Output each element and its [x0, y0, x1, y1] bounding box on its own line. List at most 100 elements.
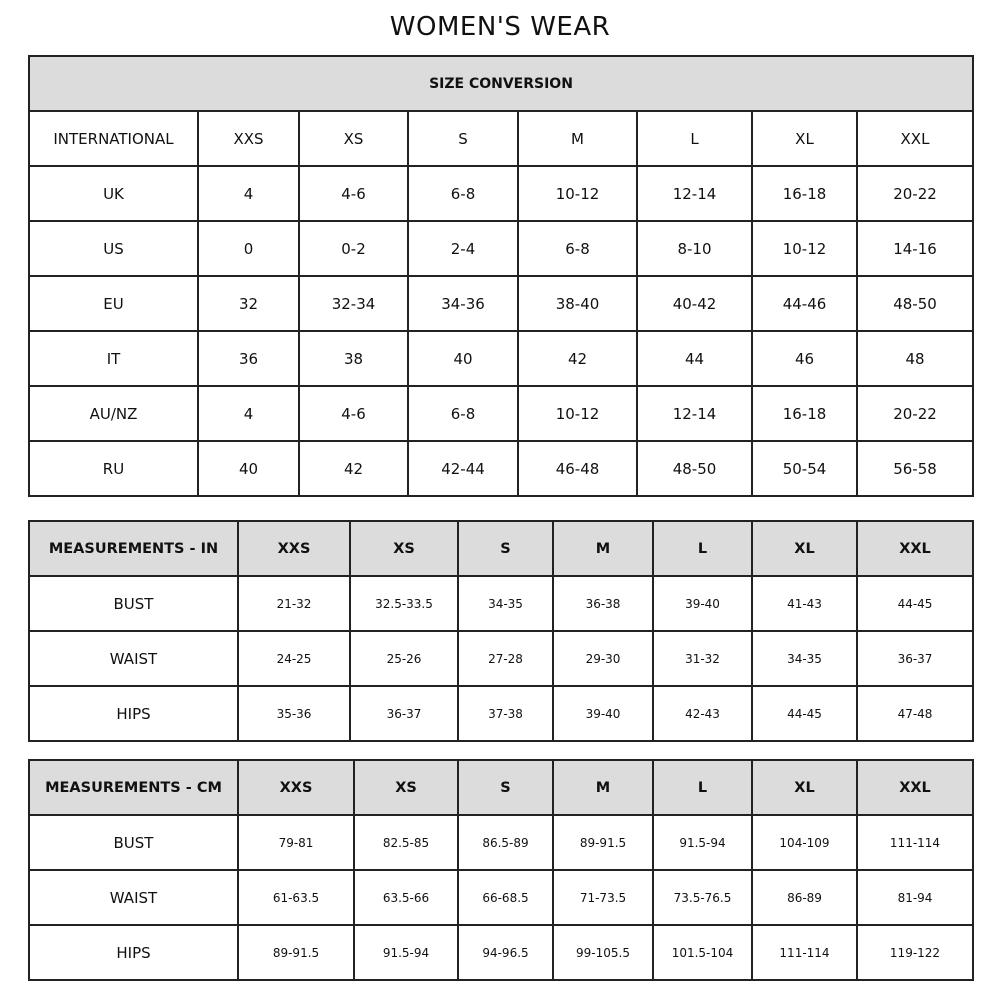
- table-cell: 111-114: [751, 924, 858, 981]
- table-cell: 44-45: [856, 575, 974, 632]
- table-row: HIPS 35-36 36-37 37-38 39-40 42-43 44-45 47-48: [28, 685, 974, 742]
- table-cell: 91.5-94: [353, 924, 459, 981]
- column-header: XS: [298, 110, 409, 167]
- row-label: BUST: [28, 575, 239, 632]
- column-header: XL: [751, 110, 858, 167]
- table-cell: 25-26: [349, 630, 459, 687]
- table-cell: 12-14: [636, 385, 753, 442]
- table-cell: 39-40: [652, 575, 753, 632]
- table-cell: 36-37: [856, 630, 974, 687]
- table-cell: 73.5-76.5: [652, 869, 753, 926]
- table-row: AU/NZ 4 4-6 6-8 10-12 12-14 16-18 20-22: [28, 385, 974, 442]
- table-cell: 44-45: [751, 685, 858, 742]
- table-row: RU 40 42 42-44 46-48 48-50 50-54 56-58: [28, 440, 974, 497]
- table-row: WAIST 24-25 25-26 27-28 29-30 31-32 34-35 36-37: [28, 630, 974, 687]
- table-cell: 6-8: [517, 220, 638, 277]
- header-row: INTERNATIONAL XXS XS S M L XL XXL: [28, 110, 974, 167]
- table-cell: 32-34: [298, 275, 409, 332]
- table-cell: 34-35: [457, 575, 554, 632]
- table-row: EU 32 32-34 34-36 38-40 40-42 44-46 48-50: [28, 275, 974, 332]
- column-header: S: [407, 110, 519, 167]
- table-cell: 40-42: [636, 275, 753, 332]
- table-cell: 89-91.5: [552, 814, 654, 871]
- column-header: XXL: [856, 520, 974, 577]
- row-label: IT: [28, 330, 199, 387]
- table-cell: 36-38: [552, 575, 654, 632]
- table-cell: 4-6: [298, 165, 409, 222]
- table-cell: 0: [197, 220, 300, 277]
- table-cell: 34-36: [407, 275, 519, 332]
- column-header: M: [517, 110, 638, 167]
- table-cell: 42: [298, 440, 409, 497]
- column-header: XXL: [856, 759, 974, 816]
- table-cell: 32: [197, 275, 300, 332]
- table-cell: 8-10: [636, 220, 753, 277]
- table-cell: 36-37: [349, 685, 459, 742]
- table-row: IT 36 38 40 42 44 46 48: [28, 330, 974, 387]
- table-cell: 4-6: [298, 385, 409, 442]
- table-cell: 101.5-104: [652, 924, 753, 981]
- table-cell: 89-91.5: [237, 924, 355, 981]
- table-cell: 47-48: [856, 685, 974, 742]
- table-cell: 111-114: [856, 814, 974, 871]
- row-label: RU: [28, 440, 199, 497]
- column-header: S: [457, 520, 554, 577]
- column-header: XL: [751, 520, 858, 577]
- row-label: HIPS: [28, 924, 239, 981]
- table-cell: 21-32: [237, 575, 351, 632]
- table-cell: 46-48: [517, 440, 638, 497]
- measurements-in-table: MEASUREMENTS - IN XXS XS S M L XL XXL BUST 21-32 3…: [28, 520, 974, 742]
- table-cell: 34-35: [751, 630, 858, 687]
- table-cell: 14-16: [856, 220, 974, 277]
- row-label: BUST: [28, 814, 239, 871]
- table-cell: 63.5-66: [353, 869, 459, 926]
- column-header: XXS: [237, 520, 351, 577]
- column-header: M: [552, 520, 654, 577]
- table-cell: 27-28: [457, 630, 554, 687]
- table-cell: 99-105.5: [552, 924, 654, 981]
- table-cell: 50-54: [751, 440, 858, 497]
- table-cell: 10-12: [751, 220, 858, 277]
- table-cell: 42-43: [652, 685, 753, 742]
- column-header: XXS: [237, 759, 355, 816]
- size-conversion-header: SIZE CONVERSION: [28, 55, 974, 112]
- table-cell: 94-96.5: [457, 924, 554, 981]
- table-cell: 46: [751, 330, 858, 387]
- column-header: L: [636, 110, 753, 167]
- column-header: XXL: [856, 110, 974, 167]
- table-cell: 6-8: [407, 165, 519, 222]
- table-cell: 48: [856, 330, 974, 387]
- table-cell: 20-22: [856, 165, 974, 222]
- row-label: HIPS: [28, 685, 239, 742]
- table-cell: 31-32: [652, 630, 753, 687]
- table-cell: 38-40: [517, 275, 638, 332]
- table-cell: 38: [298, 330, 409, 387]
- row-label: US: [28, 220, 199, 277]
- column-header: L: [652, 520, 753, 577]
- table-cell: 32.5-33.5: [349, 575, 459, 632]
- table-cell: 44: [636, 330, 753, 387]
- table-row: HIPS 89-91.5 91.5-94 94-96.5 99-105.5 101.5-1…: [28, 924, 974, 981]
- column-header: S: [457, 759, 554, 816]
- table-cell: 42: [517, 330, 638, 387]
- table-cell: 82.5-85: [353, 814, 459, 871]
- size-conversion-table: SIZE CONVERSION INTERNATIONAL XXS XS S M L XL X…: [28, 55, 974, 497]
- table-cell: 48-50: [856, 275, 974, 332]
- table-cell: 119-122: [856, 924, 974, 981]
- table-row: WAIST 61-63.5 63.5-66 66-68.5 71-73.5 73.5-76…: [28, 869, 974, 926]
- row-label: AU/NZ: [28, 385, 199, 442]
- table-cell: 29-30: [552, 630, 654, 687]
- table-cell: 10-12: [517, 165, 638, 222]
- table-cell: 37-38: [457, 685, 554, 742]
- table-cell: 40: [197, 440, 300, 497]
- table-cell: 86-89: [751, 869, 858, 926]
- table-cell: 79-81: [237, 814, 355, 871]
- table-cell: 71-73.5: [552, 869, 654, 926]
- column-header: M: [552, 759, 654, 816]
- column-header: INTERNATIONAL: [28, 110, 199, 167]
- table-cell: 35-36: [237, 685, 351, 742]
- table-cell: 61-63.5: [237, 869, 355, 926]
- table-row: US 0 0-2 2-4 6-8 8-10 10-12 14-16: [28, 220, 974, 277]
- table-cell: 24-25: [237, 630, 351, 687]
- column-header: MEASUREMENTS - CM: [28, 759, 239, 816]
